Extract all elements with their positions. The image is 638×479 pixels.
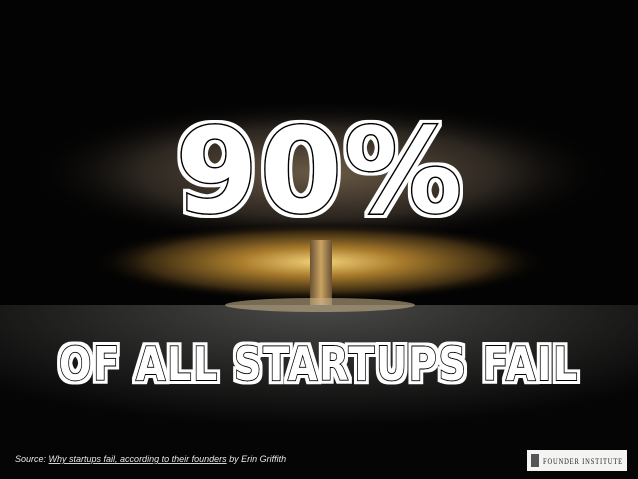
logo-text: FOUNDER INSTITUTE	[543, 457, 623, 466]
logo-box	[527, 450, 627, 471]
subheadline: OF ALL STARTUPS FAIL	[59, 337, 579, 391]
logo-icon	[531, 454, 539, 467]
source-line: Source: Why startups fail, according to …	[15, 454, 286, 464]
source-prefix: Source:	[15, 454, 49, 464]
source-suffix: by Erin Griffith	[227, 454, 287, 464]
cloud-cap	[20, 90, 620, 240]
headline: 90%	[176, 102, 464, 240]
cloud-base	[225, 298, 415, 312]
cloud-stem	[310, 240, 332, 305]
source-link[interactable]: Why startups fail, according to their fo…	[49, 454, 228, 464]
